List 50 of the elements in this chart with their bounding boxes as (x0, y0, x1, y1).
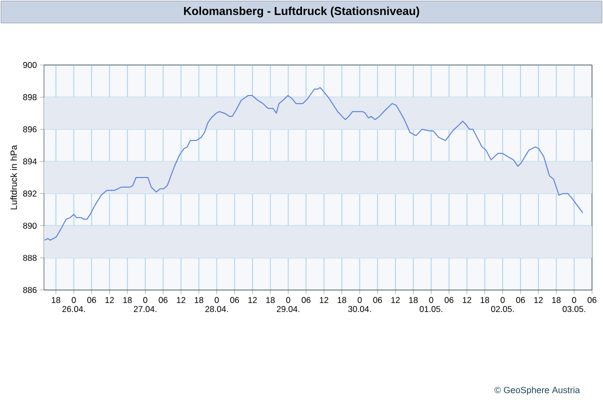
x-tick-label: 12 (105, 297, 114, 303)
x-tick-label: 06 (588, 297, 596, 304)
x-tick-label: 06 (373, 297, 382, 304)
x-tick-label: 0 (72, 297, 76, 304)
x-tick-label: 0 (214, 297, 219, 304)
x-tick-label: 06 (444, 297, 454, 304)
x-tick-label: 18 (480, 297, 490, 304)
y-axis-title: Luftdruck in hPa (10, 144, 17, 210)
x-tick-label: 18 (123, 297, 132, 304)
x-tick-label: 0 (572, 297, 576, 304)
x-tick-label: 12 (391, 297, 400, 303)
y-tick-label: 886 (23, 286, 37, 294)
x2-tick-label: 30.04. (348, 306, 371, 312)
x-tick-label: 12 (534, 297, 543, 303)
x2-tick-label: 26.04. (62, 306, 85, 312)
x2-tick-label: 03.05. (562, 306, 586, 312)
x2-tick-label: 27.04. (134, 306, 156, 312)
x-tick-label: 18 (409, 297, 418, 304)
x-tick-label: 18 (52, 297, 60, 304)
x-tick-label: 0 (358, 297, 362, 304)
x-tick-label: 06 (230, 297, 239, 304)
y-tick-label: 890 (23, 222, 37, 229)
x-tick-label: 12 (462, 297, 472, 303)
x-tick-label: 18 (266, 297, 275, 304)
x-tick-label: 06 (158, 297, 168, 304)
x-tick-label: 06 (87, 297, 96, 304)
x-tick-label: 0 (429, 297, 434, 304)
chart-title: Kolomansberg - Luftdruck (Stationsniveau) (184, 6, 420, 18)
x2-tick-label: 29.04. (276, 306, 300, 312)
y-tick-label: 892 (23, 190, 37, 197)
x-tick-label: 12 (248, 297, 257, 303)
x-tick-label: 0 (500, 297, 505, 304)
x-tick-label: 12 (320, 297, 328, 303)
x-tick-label: 0 (286, 297, 290, 304)
x-tick-label: 0 (143, 297, 148, 304)
x2-tick-label: 01.05. (420, 306, 442, 312)
x-tick-label: 12 (176, 297, 186, 303)
y-tick-label: 888 (23, 254, 37, 261)
y-tick-label: 894 (23, 158, 37, 164)
y-tick-label: 900 (23, 62, 37, 68)
x-tick-label: 06 (516, 297, 525, 304)
x-tick-label: 18 (552, 297, 561, 304)
x-tick-label: 06 (302, 297, 310, 304)
x-tick-label: 18 (194, 297, 204, 304)
x2-tick-label: 02.05. (491, 306, 514, 312)
y-tick-label: 898 (23, 94, 37, 100)
y-tick-label: 896 (23, 126, 37, 132)
text: © GeoSphere Austria (494, 386, 580, 395)
x2-tick-label: 28.04. (205, 306, 228, 312)
x-tick-label: 18 (338, 297, 346, 304)
